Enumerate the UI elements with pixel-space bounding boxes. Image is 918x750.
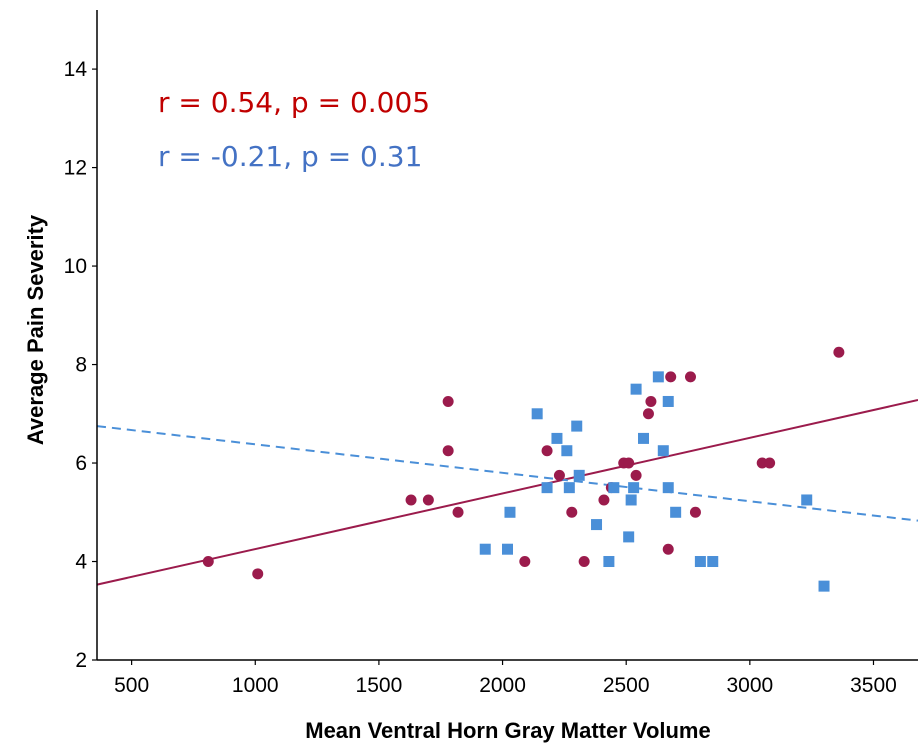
circle-data-point	[833, 347, 844, 358]
square-data-point	[631, 384, 642, 395]
circle-data-point	[453, 507, 464, 518]
square-data-point	[504, 507, 515, 518]
y-tick-label: 14	[64, 58, 88, 81]
square-data-point	[532, 408, 543, 419]
y-tick-label: 10	[64, 255, 87, 278]
circle-data-point	[519, 556, 530, 567]
circle-data-point	[598, 494, 609, 505]
x-tick-label: 500	[114, 674, 149, 697]
circle-data-point	[406, 494, 417, 505]
square-data-point	[663, 482, 674, 493]
square-data-point	[819, 581, 830, 592]
square-data-point	[571, 421, 582, 432]
fit-line-square-series	[97, 426, 918, 521]
y-axis-title: Average Pain Severity	[23, 214, 48, 445]
circle-data-point	[631, 470, 642, 481]
square-data-point	[564, 482, 575, 493]
correlation-annotation-blue: r = -0.21, p = 0.31	[158, 140, 422, 173]
square-data-point	[591, 519, 602, 530]
circle-data-point	[663, 544, 674, 555]
fit-lines-layer	[97, 400, 918, 585]
x-tick-label: 3500	[850, 674, 897, 697]
square-data-point	[480, 544, 491, 555]
square-data-point	[670, 507, 681, 518]
circle-data-point	[645, 396, 656, 407]
y-tick-label: 12	[64, 157, 87, 180]
circle-data-point	[665, 371, 676, 382]
circle-data-point	[685, 371, 696, 382]
x-tick-label: 3000	[726, 674, 773, 697]
circle-data-point	[690, 507, 701, 518]
circle-data-point	[443, 396, 454, 407]
square-data-point	[626, 494, 637, 505]
square-data-point	[623, 531, 634, 542]
points-layer	[203, 347, 845, 592]
square-data-point	[502, 544, 513, 555]
square-data-point	[608, 482, 619, 493]
x-tick-label: 2500	[603, 674, 650, 697]
x-tick-label: 1500	[356, 674, 403, 697]
y-tick-label: 4	[75, 551, 87, 574]
circle-data-point	[423, 494, 434, 505]
square-data-point	[658, 445, 669, 456]
x-tick-label: 1000	[232, 674, 279, 697]
square-data-point	[574, 470, 585, 481]
correlation-annotation-red: r = 0.54, p = 0.005	[158, 86, 430, 119]
circle-data-point	[554, 470, 565, 481]
circle-data-point	[252, 568, 263, 579]
square-data-point	[628, 482, 639, 493]
x-axis-title: Mean Ventral Horn Gray Matter Volume	[305, 718, 710, 743]
circle-data-point	[579, 556, 590, 567]
circle-data-point	[203, 556, 214, 567]
circle-data-point	[643, 408, 654, 419]
y-tick-label: 6	[75, 452, 87, 475]
square-data-point	[603, 556, 614, 567]
square-data-point	[707, 556, 718, 567]
circle-data-point	[443, 445, 454, 456]
y-tick-label: 2	[75, 649, 87, 672]
fit-line-circle-series	[97, 400, 918, 585]
y-tick-label: 8	[75, 354, 87, 377]
circle-data-point	[542, 445, 553, 456]
square-data-point	[561, 445, 572, 456]
square-data-point	[663, 396, 674, 407]
square-data-point	[653, 371, 664, 382]
square-data-point	[638, 433, 649, 444]
circle-data-point	[623, 458, 634, 469]
square-data-point	[695, 556, 706, 567]
square-data-point	[542, 482, 553, 493]
circle-data-point	[566, 507, 577, 518]
square-data-point	[551, 433, 562, 444]
x-tick-label: 2000	[479, 674, 526, 697]
circle-data-point	[764, 458, 775, 469]
square-data-point	[801, 494, 812, 505]
